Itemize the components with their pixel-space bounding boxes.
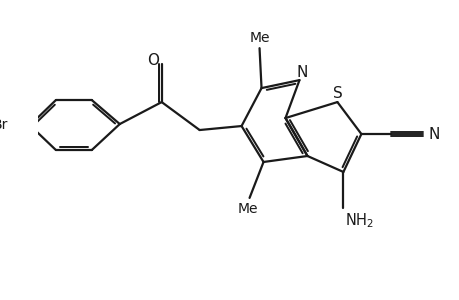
Text: N: N bbox=[427, 127, 438, 142]
Text: S: S bbox=[333, 86, 342, 101]
Text: Me: Me bbox=[237, 202, 257, 216]
Text: NH$_2$: NH$_2$ bbox=[345, 211, 374, 230]
Text: N: N bbox=[297, 65, 308, 80]
Text: Br: Br bbox=[0, 118, 8, 132]
Text: Me: Me bbox=[249, 31, 269, 45]
Text: O: O bbox=[146, 52, 158, 68]
